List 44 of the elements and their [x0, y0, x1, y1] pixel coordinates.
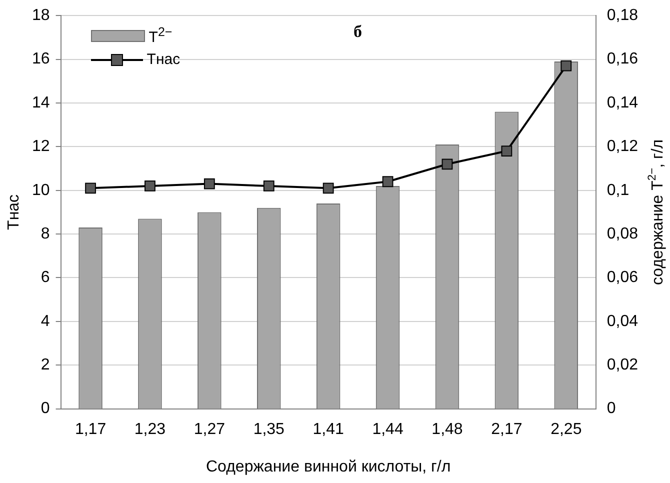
- y2-tick-label: 0,06: [606, 269, 638, 286]
- y-tick-label: 14: [32, 94, 50, 112]
- point: [322, 182, 334, 194]
- x-tick-label: 2,25: [550, 420, 582, 438]
- x-tick-label: 1,35: [253, 420, 285, 438]
- point: [204, 178, 215, 190]
- x-tick-label: 1,48: [432, 420, 463, 438]
- point: [442, 158, 453, 170]
- y2-tick-label: 0,1: [606, 182, 630, 199]
- y-tick-label: 18: [32, 7, 50, 24]
- legend-label: Тнас: [146, 51, 180, 68]
- y2-tick-label: 0,04: [606, 312, 638, 330]
- point: [263, 180, 274, 192]
- chart-title: б: [354, 22, 362, 41]
- x-tick-label: 1,41: [312, 420, 344, 438]
- y2-tick-label: 0,16: [606, 50, 638, 68]
- y-tick-label: 12: [32, 138, 50, 156]
- y-tick-label: 10: [32, 182, 50, 199]
- x-tick-label: 1,44: [372, 420, 404, 438]
- point: [144, 180, 156, 192]
- y2-tick-label: 0,18: [606, 7, 638, 24]
- point: [85, 182, 96, 194]
- y2-tick-label: 0,08: [606, 225, 638, 242]
- y-tick-label: 16: [32, 50, 50, 68]
- y2-tick-label: 0: [606, 400, 616, 418]
- point: [501, 146, 512, 156]
- y2-tick-label: 0,14: [606, 94, 638, 112]
- x-axis-title: Содержание винной кислоты, г/л: [206, 458, 451, 476]
- x-tick-label: 1,23: [134, 420, 166, 438]
- point: [382, 176, 394, 188]
- x-tick-label: 1,17: [74, 420, 106, 438]
- y2-tick-label: 0,12: [606, 138, 638, 156]
- y-tick-label: 6: [40, 269, 50, 286]
- y2-tick-label: 0,02: [606, 356, 638, 374]
- point: [560, 60, 572, 72]
- x-tick-label: 1,27: [194, 420, 226, 438]
- y-tick-label: 8: [40, 225, 50, 242]
- y-tick-label: 0: [40, 400, 50, 418]
- y-tick-label: 2: [40, 356, 50, 374]
- y-tick-label: 4: [40, 312, 50, 330]
- y2-axis-title: содержание T2−, г/л: [646, 139, 666, 286]
- x-tick-label: 2,17: [491, 420, 522, 438]
- y-axis-title: Тнас: [5, 194, 22, 230]
- legend-label: T$^{2−}$: [148, 25, 172, 46]
